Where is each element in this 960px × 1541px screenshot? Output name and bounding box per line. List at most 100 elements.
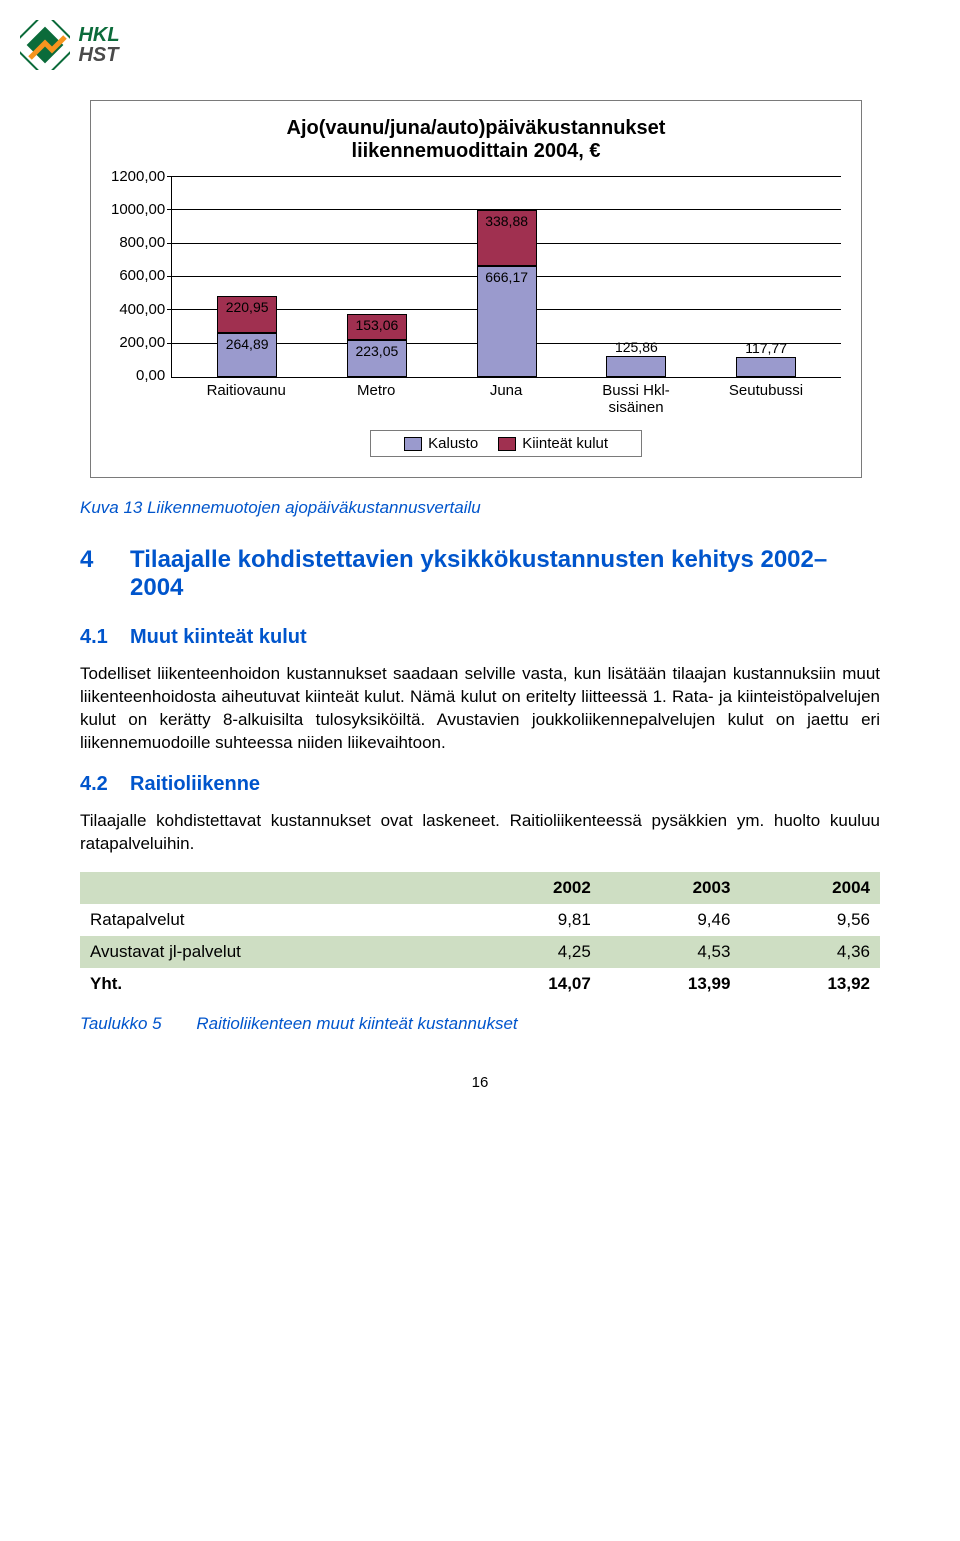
table-row-label: Avustavat jl-palvelut xyxy=(80,936,461,968)
table-header-cell: 2004 xyxy=(740,872,880,904)
table-row: Ratapalvelut9,819,469,56 xyxy=(80,904,880,936)
logo-hst: HST xyxy=(78,45,119,65)
y-tick xyxy=(167,176,172,177)
bar-group: 117,77 xyxy=(726,357,806,377)
data-table: 200220032004Ratapalvelut9,819,469,56Avus… xyxy=(80,872,880,1000)
bar-segment: 125,86 xyxy=(606,356,666,377)
heading-number: 4.1 xyxy=(80,626,130,649)
y-axis: 1200,00 1000,00 800,00 600,00 400,00 200,00 0,… xyxy=(111,168,171,384)
y-tick xyxy=(167,309,172,310)
heading-number: 4.2 xyxy=(80,773,130,796)
logo-hkl: HKL xyxy=(78,25,119,45)
chart-title-line1: Ajo(vaunu/juna/auto)päiväkustannukset xyxy=(111,117,841,140)
x-category-label: Juna xyxy=(466,382,546,416)
x-category-label: Raitiovaunu xyxy=(206,382,286,416)
y-tick-label: 0,00 xyxy=(136,367,165,384)
bar-segment: 153,06 xyxy=(347,314,407,340)
bar-segment: 666,17 xyxy=(477,266,537,377)
logo-text: HKL HST xyxy=(78,25,119,65)
table-header-cell: 2003 xyxy=(601,872,741,904)
x-category-label: Seutubussi xyxy=(726,382,806,416)
table-caption-label: Taulukko 5 xyxy=(80,1014,162,1033)
y-tick xyxy=(167,209,172,210)
legend-label: Kalusto xyxy=(428,435,478,452)
y-tick-label: 1200,00 xyxy=(111,168,165,185)
bar-value-label: 125,86 xyxy=(615,339,658,355)
table-row-label: Yht. xyxy=(80,968,461,1000)
bar-segment: 220,95 xyxy=(217,296,277,333)
bar-group: 666,17 338,88 xyxy=(467,210,547,377)
y-tick-label: 200,00 xyxy=(119,334,165,351)
bar-value-label: 338,88 xyxy=(485,213,528,229)
page-number: 16 xyxy=(80,1074,880,1091)
table-cell: 9,81 xyxy=(461,904,601,936)
table-header-cell: 2002 xyxy=(461,872,601,904)
table-row-label: Ratapalvelut xyxy=(80,904,461,936)
bar-group: 223,05 153,06 xyxy=(337,314,417,377)
y-tick xyxy=(167,343,172,344)
chart-legend: Kalusto Kiinteät kulut xyxy=(370,430,642,457)
bar-group: 125,86 xyxy=(596,356,676,377)
gridline xyxy=(172,176,841,177)
bar-value-label: 264,89 xyxy=(226,336,269,352)
legend-swatch xyxy=(404,437,422,451)
page: HKL HST Ajo(vaunu/juna/auto)päiväkustann… xyxy=(0,0,960,1131)
logo: HKL HST xyxy=(20,20,140,80)
table-row: Avustavat jl-palvelut4,254,534,36 xyxy=(80,936,880,968)
bar-value-label: 223,05 xyxy=(355,343,398,359)
x-category-label: Bussi Hkl-sisäinen xyxy=(596,382,676,416)
table-header-cell xyxy=(80,872,461,904)
table-cell: 4,36 xyxy=(740,936,880,968)
heading-number: 4 xyxy=(80,546,130,602)
bar-stack: 666,17 338,88 xyxy=(477,210,537,377)
plot: 264,89 220,95 223,05 153,06 666,17 338,88 125,… xyxy=(171,177,841,378)
hkl-logo-icon xyxy=(20,20,70,70)
bar-stack: 264,89 220,95 xyxy=(217,296,277,377)
table-caption-text: Raitioliikenteen muut kiinteät kustannuk… xyxy=(196,1014,517,1033)
y-tick-label: 1000,00 xyxy=(111,201,165,218)
legend-item: Kalusto xyxy=(404,435,478,452)
bar-value-label: 153,06 xyxy=(355,317,398,333)
y-tick-label: 800,00 xyxy=(119,234,165,251)
heading-text: Raitioliikenne xyxy=(130,773,260,796)
x-category-label: Metro xyxy=(336,382,416,416)
legend-label: Kiinteät kulut xyxy=(522,435,608,452)
table-cell: 9,56 xyxy=(740,904,880,936)
figure-caption: Kuva 13 Liikennemuotojen ajopäiväkustann… xyxy=(80,498,880,518)
table-cell: 4,53 xyxy=(601,936,741,968)
bar-value-label: 117,77 xyxy=(745,340,787,356)
paragraph: Tilaajalle kohdistettavat kustannukset o… xyxy=(80,810,880,856)
heading-section-4-2: 4.2 Raitioliikenne xyxy=(80,773,880,796)
chart-title: Ajo(vaunu/juna/auto)päiväkustannukset li… xyxy=(111,117,841,163)
table-cell: 4,25 xyxy=(461,936,601,968)
paragraph: Todelliset liikenteenhoidon kustannukset… xyxy=(80,663,880,755)
heading-section-4-1: 4.1 Muut kiinteät kulut xyxy=(80,626,880,649)
table-header-row: 200220032004 xyxy=(80,872,880,904)
y-tick-label: 400,00 xyxy=(119,301,165,318)
legend-item: Kiinteät kulut xyxy=(498,435,608,452)
chart-container: Ajo(vaunu/juna/auto)päiväkustannukset li… xyxy=(90,100,862,478)
bar-stack: 117,77 xyxy=(736,357,796,377)
bar-segment: 223,05 xyxy=(347,340,407,377)
table-cell: 9,46 xyxy=(601,904,741,936)
bar-stack: 125,86 xyxy=(606,356,666,377)
table-caption: Taulukko 5 Raitioliikenteen muut kiinteä… xyxy=(80,1014,880,1034)
plot-wrap: 264,89 220,95 223,05 153,06 666,17 338,88 125,… xyxy=(171,177,841,457)
table-cell: 13,99 xyxy=(601,968,741,1000)
bar-value-label: 220,95 xyxy=(226,299,269,315)
bar-stack: 223,05 153,06 xyxy=(347,314,407,377)
table-cell: 14,07 xyxy=(461,968,601,1000)
heading-text: Tilaajalle kohdistettavien yksikkökustan… xyxy=(130,546,880,602)
bar-segment: 264,89 xyxy=(217,333,277,377)
heading-text: Muut kiinteät kulut xyxy=(130,626,307,649)
legend-swatch xyxy=(498,437,516,451)
bar-segment: 338,88 xyxy=(477,210,537,266)
bar-group: 264,89 220,95 xyxy=(207,296,287,377)
chart-area: 1200,001000,00800,00600,00400,00200,000,… xyxy=(111,177,841,457)
heading-section-4: 4 Tilaajalle kohdistettavien yksikkökust… xyxy=(80,546,880,602)
x-axis-labels: Raitiovaunu Metro Juna Bussi Hkl-sisäinen Se… xyxy=(171,378,841,416)
y-tick-label: 600,00 xyxy=(119,267,165,284)
bar-value-label: 666,17 xyxy=(485,269,528,285)
table-row: Yht.14,0713,9913,92 xyxy=(80,968,880,1000)
y-tick xyxy=(167,276,172,277)
